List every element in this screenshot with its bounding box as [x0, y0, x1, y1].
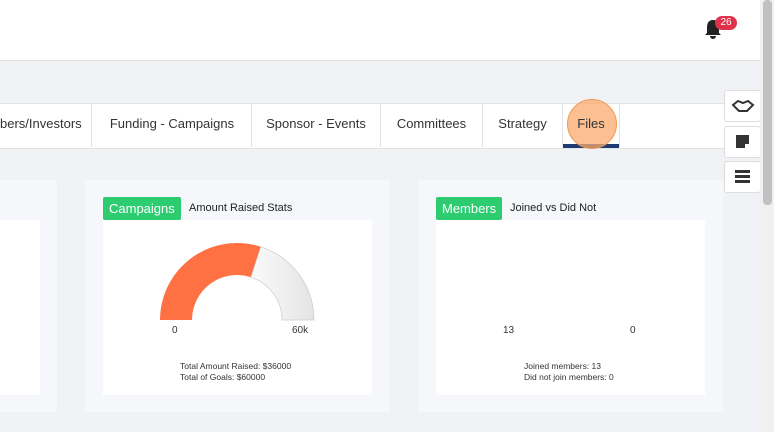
- stat-line: Did not join members: 0: [524, 372, 614, 382]
- click-highlight: [567, 99, 617, 149]
- tab[interactable]: Committees: [381, 104, 483, 147]
- side-button[interactable]: [724, 161, 761, 193]
- tab[interactable]: bers/Investors: [0, 104, 92, 147]
- stat-line: Total Amount Raised: $36000: [180, 361, 292, 371]
- tab[interactable]: Files: [563, 104, 620, 147]
- card-body: [0, 220, 40, 395]
- card-title: Joined vs Did Not: [510, 202, 597, 214]
- side-button[interactable]: [724, 90, 761, 122]
- tab[interactable]: Sponsor - Events: [252, 104, 381, 147]
- top-bar: [0, 0, 760, 61]
- card-badge: Members: [436, 197, 503, 220]
- gauge-max: 0: [630, 325, 636, 336]
- card-body: [436, 220, 705, 395]
- card-badge: Campaigns: [103, 197, 181, 220]
- tab[interactable]: Funding - Campaigns: [93, 104, 252, 147]
- stat-line: Total of Goals: $60000: [180, 372, 266, 382]
- stat-line: Joined members: 13: [524, 361, 602, 371]
- side-button[interactable]: [724, 126, 761, 158]
- scrollbar-thumb[interactable]: [763, 0, 772, 205]
- notification-badge: 26: [715, 16, 737, 30]
- gauge-min: 13: [503, 325, 515, 336]
- card-title: Amount Raised Stats: [189, 202, 293, 214]
- gauge-max: 60k: [292, 325, 309, 336]
- gauge-min: 0: [172, 325, 178, 336]
- tab[interactable]: Strategy: [483, 104, 563, 147]
